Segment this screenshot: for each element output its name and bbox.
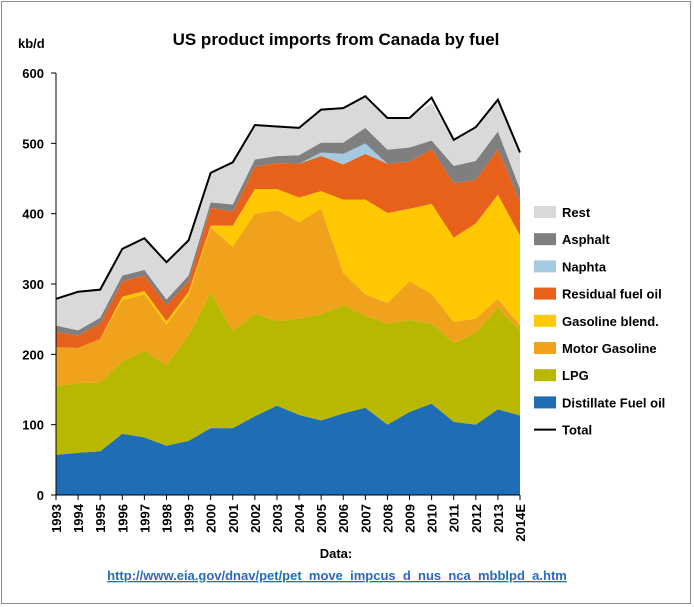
legend-label-rest: Rest — [562, 205, 591, 220]
legend-swatch-residual-fuel-oil — [534, 287, 556, 300]
x-tick-label: 1997 — [137, 504, 152, 533]
x-tick-label: 2014E — [513, 504, 528, 542]
legend-swatch-lpg — [534, 369, 556, 382]
legend-swatch-asphalt — [534, 233, 556, 246]
source-link[interactable]: http://www.eia.gov/dnav/pet/pet_move_imp… — [107, 568, 567, 583]
area-residual-fuel-oil — [56, 148, 520, 348]
x-tick-label: 2007 — [358, 504, 373, 533]
x-tick-label: 2013 — [491, 504, 506, 533]
legend: Rest Asphalt Naphta Residual fuel oil Gasoli… — [534, 205, 665, 438]
x-tick-label: 1994 — [71, 503, 86, 533]
total-line-layer — [55, 94, 521, 300]
x-tick-label: 1993 — [49, 504, 64, 533]
legend-label-motor-gasoline: Motor Gasoline — [562, 341, 657, 356]
y-tick-label: 100 — [22, 418, 44, 433]
x-tick-label: 1999 — [182, 504, 197, 533]
total-line — [55, 94, 521, 300]
legend-swatch-distillate-fuel-oil — [534, 396, 556, 409]
source-label: Data: — [320, 546, 353, 561]
legend-swatch-gasoline-blend — [534, 314, 556, 327]
legend-label-asphalt: Asphalt — [562, 232, 610, 247]
y-tick-labels: 0 100 200 300 400 500 600 — [22, 66, 44, 503]
legend-swatch-naphta — [534, 260, 556, 273]
legend-label-total: Total — [562, 423, 592, 438]
legend-label-lpg: LPG — [562, 368, 589, 383]
x-tick-label: 2001 — [226, 504, 241, 533]
area-layers — [56, 96, 520, 495]
chart-title: US product imports from Canada by fuel — [173, 30, 500, 49]
legend-swatch-rest — [534, 206, 556, 218]
axes — [51, 72, 521, 500]
x-tick-label: 2011 — [447, 504, 462, 532]
legend-label-gasoline-blend: Gasoline blend. — [562, 314, 659, 329]
y-tick-label: 0 — [37, 488, 44, 503]
x-tick-label: 2009 — [403, 504, 418, 533]
area-asphalt — [56, 127, 520, 336]
y-tick-label: 500 — [22, 136, 44, 151]
y-tick-label: 300 — [22, 277, 44, 292]
x-tick-label: 2000 — [204, 504, 219, 533]
x-tick-label: 1998 — [159, 504, 174, 533]
x-tick-label: 2005 — [314, 504, 329, 533]
x-tick-label: 2010 — [425, 504, 440, 533]
x-tick-label: 1995 — [93, 504, 108, 533]
x-tick-label: 2002 — [248, 504, 263, 533]
area-distillate-fuel-oil — [56, 403, 520, 495]
x-tick-label: 2008 — [380, 504, 395, 533]
x-tick-labels: 1993 1994 1995 1996 1997 1998 1999 2000 2001 2002… — [49, 503, 528, 541]
area-rest — [56, 96, 520, 331]
area-gasoline-blend — [56, 189, 520, 348]
y-axis-unit: kb/d — [18, 36, 45, 51]
area-motor-gasoline — [56, 208, 520, 386]
x-tick-label: 2006 — [336, 504, 351, 533]
legend-label-residual-fuel-oil: Residual fuel oil — [562, 287, 662, 302]
area-lpg — [56, 292, 520, 455]
y-tick-label: 200 — [22, 347, 44, 362]
x-tick-label: 2012 — [469, 504, 484, 533]
x-tick-label: 2004 — [292, 503, 307, 533]
y-tick-label: 600 — [22, 66, 44, 81]
legend-swatch-motor-gasoline — [534, 342, 556, 354]
y-tick-label: 400 — [22, 207, 44, 222]
legend-label-naphta: Naphta — [562, 259, 607, 274]
legend-label-distillate-fuel-oil: Distillate Fuel oil — [562, 395, 665, 410]
x-tick-label: 1996 — [115, 504, 130, 533]
x-tick-label: 2003 — [270, 504, 285, 533]
